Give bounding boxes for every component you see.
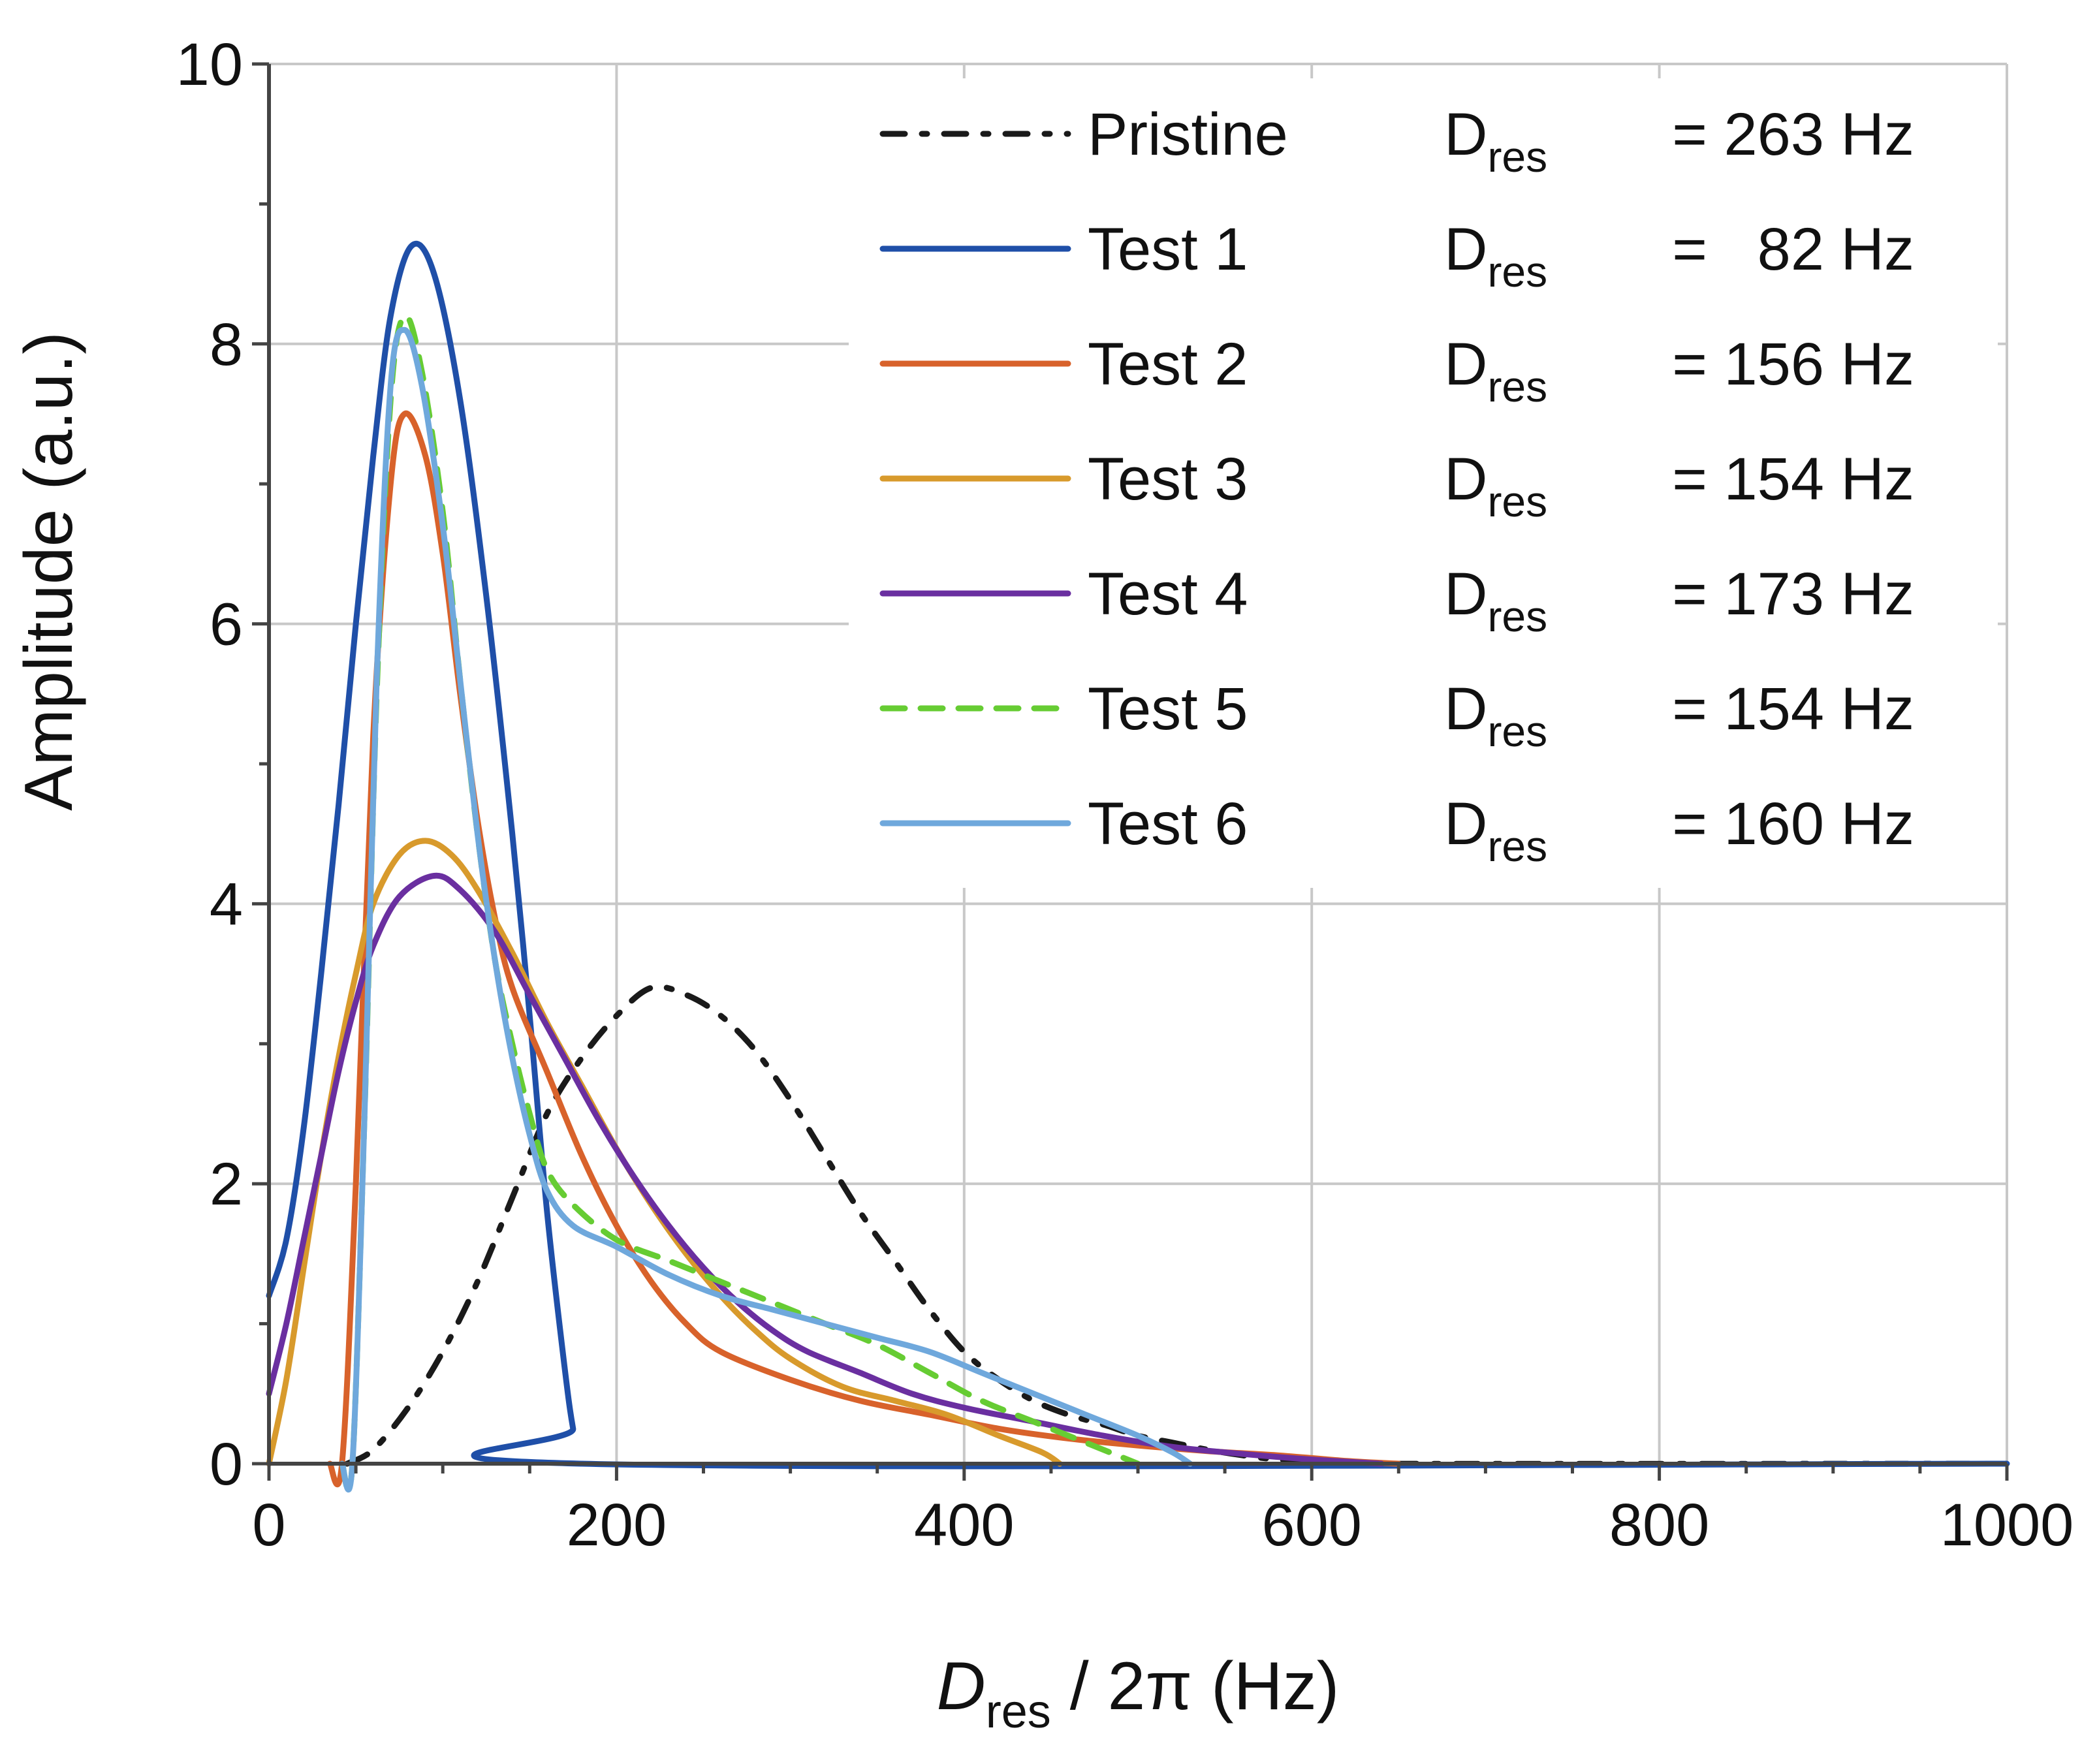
legend-dres-subscript: res [1487,707,1547,755]
legend-label: Pristine [1088,101,1288,168]
legend-dres-subscript: res [1487,592,1547,640]
y-tick-label: 10 [176,31,243,98]
legend-background [849,78,1998,888]
legend-dres-symbol: D [1444,446,1487,512]
legend-dres-subscript: res [1487,477,1547,526]
series-group [266,240,2010,1493]
x-tick-label: 400 [914,1492,1015,1558]
legend-dres-value: = 154 Hz [1672,446,1914,512]
x-tick-label: 200 [567,1492,667,1558]
y-axis-title: Amplitude (a.u.) [11,332,87,811]
legend-dres: Dres [1444,676,1547,755]
x-axis-title-symbol: D [937,1648,986,1724]
y-tick-label: 0 [210,1431,243,1498]
x-axis-title: Dres / 2π (Hz) [937,1648,1340,1738]
legend-label: Test 4 [1088,561,1248,627]
legend-label: Test 2 [1088,331,1248,398]
legend-dres-symbol: D [1444,791,1487,857]
legend-dres-subscript: res [1487,822,1547,870]
y-tick-label: 2 [210,1151,243,1218]
y-tick-label: 4 [210,871,243,937]
legend-dres-value: = 160 Hz [1672,791,1914,857]
legend-label: Test 1 [1088,216,1248,283]
y-tick-label: 6 [210,591,243,658]
legend-dres-symbol: D [1444,676,1487,742]
axes: 0 200 400 600 800 1000 0 2 4 6 8 10 [176,31,2074,1558]
legend-label: Test 5 [1088,676,1248,742]
x-tick-label: 1000 [1940,1492,2074,1558]
legend-dres: Dres [1444,331,1547,411]
legend-label: Test 3 [1088,446,1248,512]
legend: Pristine Dres = 263 Hz Test 1 Dres = 82 Hz Tes… [879,101,1914,870]
legend-dres-symbol: D [1444,331,1487,398]
legend-dres-value: = 154 Hz [1672,676,1914,742]
series-line-pristine [344,983,2010,1467]
legend-dres-symbol: D [1444,216,1487,283]
legend-dres: Dres [1444,216,1547,296]
x-tick-label: 600 [1261,1492,1362,1558]
legend-dres-symbol: D [1444,101,1487,168]
legend-dres-value: = 156 Hz [1672,331,1914,398]
series-line-test-6 [339,326,1193,1493]
legend-dres-value: = 173 Hz [1672,561,1914,627]
x-axis-title-rest: / 2π (Hz) [1051,1648,1340,1724]
x-tick-label: 0 [252,1492,285,1558]
legend-dres: Dres [1444,791,1547,870]
x-tick-label: 800 [1609,1492,1710,1558]
legend-dres: Dres [1444,446,1547,526]
legend-dres-value: = 263 Hz [1672,101,1914,168]
series-line-test-1 [266,240,2010,1470]
legend-dres-subscript: res [1487,247,1547,296]
series-line-test-4 [266,872,1385,1467]
y-tick-label: 8 [210,311,243,378]
legend-label: Test 6 [1088,791,1248,857]
legend-dres: Dres [1444,561,1547,640]
legend-dres-symbol: D [1444,561,1487,627]
legend-dres-subscript: res [1487,133,1547,181]
legend-dres: Dres [1444,101,1547,181]
legend-dres-value: = 82 Hz [1672,216,1914,283]
x-axis-title-subscript: res [986,1686,1051,1738]
legend-dres-subscript: res [1487,362,1547,411]
